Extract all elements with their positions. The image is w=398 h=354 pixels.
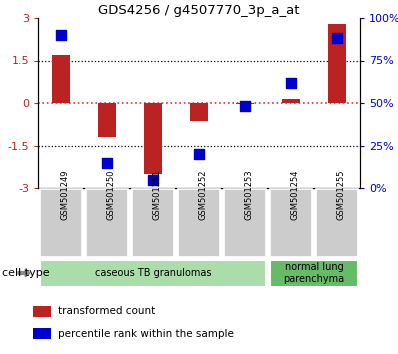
Point <box>150 177 156 182</box>
Text: GSM501251: GSM501251 <box>153 170 162 220</box>
Bar <box>270 259 358 286</box>
Bar <box>40 189 82 257</box>
Text: GSM501249: GSM501249 <box>61 170 70 220</box>
Text: transformed count: transformed count <box>58 306 155 316</box>
Bar <box>270 189 312 257</box>
Bar <box>328 24 346 103</box>
Bar <box>144 103 162 174</box>
Text: percentile rank within the sample: percentile rank within the sample <box>58 329 234 339</box>
Point <box>196 151 202 157</box>
Bar <box>33 306 51 316</box>
Bar <box>316 189 358 257</box>
Text: normal lung
parenchyma: normal lung parenchyma <box>283 262 345 284</box>
Bar <box>86 189 128 257</box>
Bar <box>40 259 266 286</box>
Bar <box>224 189 266 257</box>
Bar <box>132 189 174 257</box>
Bar <box>52 55 70 103</box>
Point <box>58 32 64 38</box>
Text: GSM501254: GSM501254 <box>291 170 300 220</box>
Text: caseous TB granulomas: caseous TB granulomas <box>95 268 211 278</box>
Bar <box>190 103 208 121</box>
Bar <box>282 99 300 103</box>
Point <box>104 160 110 165</box>
Title: GDS4256 / g4507770_3p_a_at: GDS4256 / g4507770_3p_a_at <box>98 4 300 17</box>
Text: GSM501252: GSM501252 <box>199 170 208 220</box>
Text: GSM501253: GSM501253 <box>245 170 254 220</box>
Bar <box>33 328 51 339</box>
Bar <box>98 103 116 137</box>
Bar <box>178 189 220 257</box>
Point <box>288 80 294 85</box>
Bar <box>236 103 254 104</box>
Point <box>334 35 340 41</box>
Point <box>242 104 248 109</box>
Text: GSM501250: GSM501250 <box>107 170 116 220</box>
Text: cell type: cell type <box>2 268 50 278</box>
Text: GSM501255: GSM501255 <box>337 170 346 220</box>
